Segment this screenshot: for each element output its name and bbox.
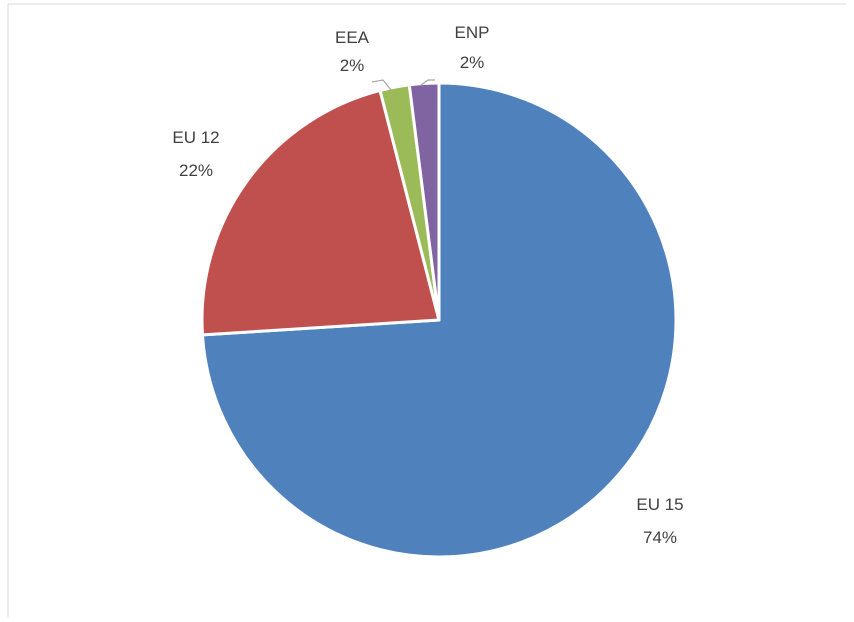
data-label-name-enp: ENP: [455, 23, 490, 42]
data-labels: EU 15 74% EU 12 22% EEA 2% ENP 2%: [172, 23, 683, 547]
leader-line-eea: [371, 79, 392, 91]
data-label-value-enp: 2%: [460, 53, 485, 72]
pie-slice-eu-12: [200, 88, 441, 337]
leader-lines: [371, 79, 435, 91]
data-label-name-eu-15: EU 15: [636, 495, 683, 514]
leader-line-enp: [420, 79, 435, 86]
data-label-value-eu-12: 22%: [179, 161, 213, 180]
data-label-name-eea: EEA: [335, 28, 370, 47]
pie-slices: [200, 81, 678, 559]
data-label-value-eea: 2%: [340, 56, 365, 75]
data-label-value-eu-15: 74%: [643, 528, 677, 547]
data-label-name-eu-12: EU 12: [172, 128, 219, 147]
